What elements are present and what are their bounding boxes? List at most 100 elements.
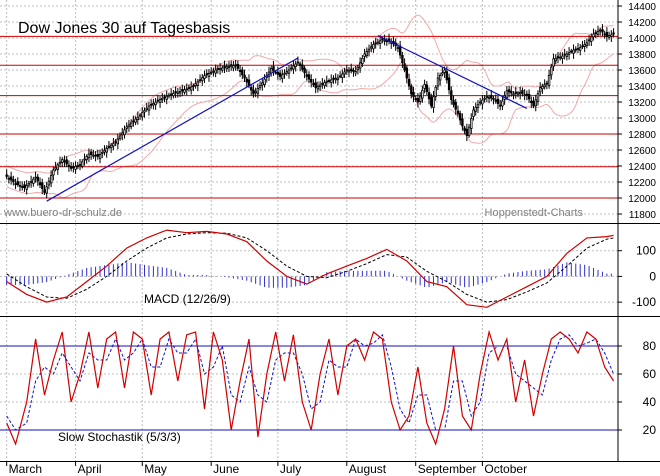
candle-body [334,78,337,81]
candle-body [512,93,515,96]
candle-body [523,94,526,96]
candle-body [596,30,600,35]
candle-body [243,74,246,79]
candle-body [289,67,293,70]
y-tick-label: 13400 [628,82,656,93]
x-tick-label: September [418,462,477,476]
candle-body [147,105,151,111]
candle-body [118,135,122,139]
candle-body [458,113,462,121]
candle-body [476,104,480,109]
candle-body [272,66,275,71]
candle-body [385,40,389,43]
stochastic-panel [0,329,618,446]
candle-body [156,99,160,102]
candle-body [505,90,509,99]
candle-body [498,104,502,107]
candle-body [296,61,300,64]
candle-body [507,89,511,93]
candle-body [38,182,42,186]
candle-body [5,174,8,177]
x-tick-label: March [9,462,42,476]
candle-body [603,33,606,36]
candle-body [350,68,353,72]
candle-body [421,89,424,99]
candle-body [283,72,286,75]
candle-body [527,93,531,100]
candle-body [510,91,513,94]
candle-body [196,81,200,86]
candle-body [465,128,469,137]
candle-body [556,56,560,59]
candle-body [574,48,578,51]
candle-body [201,77,204,82]
candle-body [27,182,31,186]
candle-body [132,120,135,123]
macd-line [6,229,614,308]
candle-body [163,96,166,99]
candle-body [501,100,504,107]
candle-body [61,159,64,163]
candle-body [234,64,237,67]
candle-body [238,69,242,73]
candle-body [370,46,373,49]
candle-body [96,153,100,157]
candle-body [321,83,324,85]
stochastic-title: Slow Stochastik (5/3/3) [58,430,181,444]
candle-body [612,32,615,35]
candle-body [101,151,104,154]
candle-body [45,186,48,194]
candle-body [41,182,44,190]
y-tick-label: 12000 [628,194,656,205]
candle-body [7,177,11,180]
candle-body [425,84,429,92]
y-tick-label: 14400 [628,2,656,13]
trendline [377,35,528,109]
candle-body [361,58,364,65]
candle-body [376,41,380,44]
candle-body [478,101,482,104]
candle-body [610,34,613,37]
candle-body [212,70,215,73]
candle-body [474,106,477,112]
candle-body [358,62,362,69]
candle-body [261,82,264,86]
candle-body [541,85,544,90]
candle-body [50,175,53,184]
candle-body [263,78,266,85]
candle-body [443,69,446,73]
candle-body [412,92,415,98]
candle-body [225,66,229,70]
candle-body [450,90,453,100]
candle-body [241,69,244,76]
candle-body [172,93,175,97]
candle-body [559,56,562,59]
candle-body [63,160,66,163]
candle-body [303,67,306,74]
candle-body [110,144,113,149]
candle-body [54,166,57,170]
candle-body [534,99,538,107]
candle-body [207,73,211,77]
candle-body [561,55,564,59]
y-tick-label: 40 [643,395,657,409]
candle-body [65,159,68,165]
candle-body [430,96,433,107]
candle-body [550,66,553,76]
candle-body [107,146,111,148]
candle-body [85,156,88,161]
candle-body [576,48,580,50]
chart-title: Dow Jones 30 auf Tagesbasis [18,20,230,37]
candle-body [492,98,495,100]
candle-body [12,179,15,183]
candle-body [125,126,128,129]
candle-body [87,153,91,159]
candle-body [532,100,535,107]
candle-body [543,84,546,88]
candle-body [516,92,520,95]
candle-body [14,183,17,186]
candle-body [401,55,404,64]
candle-body [325,80,329,83]
